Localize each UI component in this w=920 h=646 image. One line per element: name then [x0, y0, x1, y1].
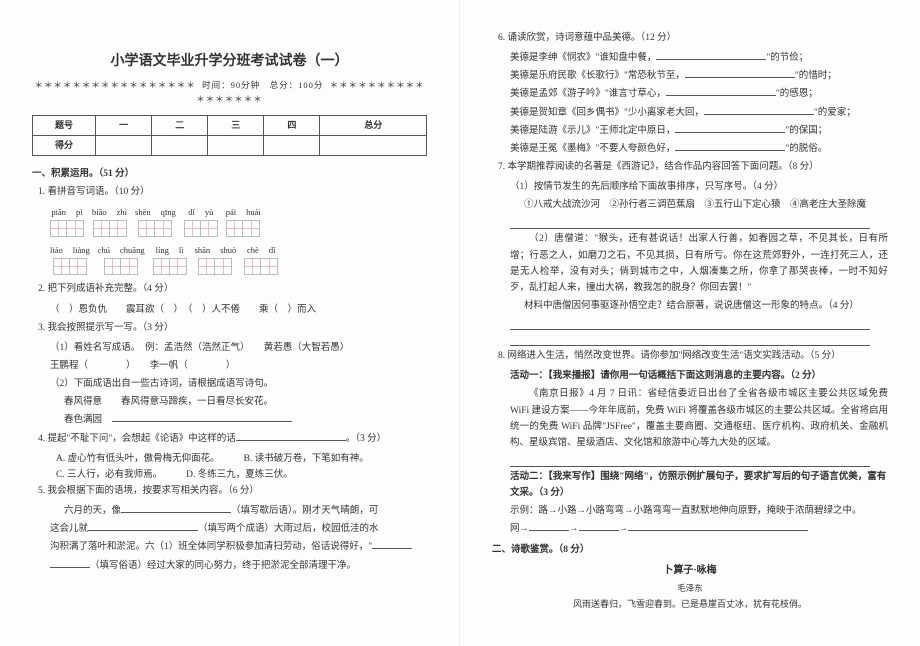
table-row: 得分: [33, 135, 427, 155]
q6-l3: 美德是贺知章《回乡偶书》"少小离家老大回，"的爱家；: [510, 105, 888, 121]
subtitle: ＊＊＊＊＊＊＊＊＊＊＊＊＊＊＊＊＊ 时间：90分钟 总分：100分 ＊＊＊＊＊＊…: [32, 78, 427, 107]
q4-label: 4. 提起"不耻下问"，会想起《论语》中这样的话。（3 分）: [38, 431, 427, 447]
q3-s2-l1: 春风得意 春风得意马蹄疾，一日看尽长安花。: [64, 394, 427, 410]
q6-l0: 美德是李绅《悯农》"谁知盘中餐，"的节俭；: [510, 50, 888, 66]
q7-s2-q: 材料中唐僧因何事驱逐孙悟空走？结合原著，说说唐僧这一形象的特点。（4 分）: [524, 298, 888, 314]
q8-a1-label: 活动一：【我来播报】请你用一句话概括下面这则消息的主要内容。（2 分）: [510, 368, 888, 384]
q8-a1-body: 《南京日报》4 月 7 日讯：省经信委近日出台了全省各级市城区主要公共区域免费 …: [510, 386, 888, 451]
q8-a2-label: 活动二：【我来写作】围绕"网络"，仿照示例扩展句子，要求扩写后的句子语言优美，富…: [510, 469, 888, 501]
q3-s1: （1）看姓名写成语。 例：孟浩然（浩然正气） 黄若愚（大智若愚）: [50, 340, 427, 356]
q3-s2-label: （2）下面成语出自一些古诗词，请根据成语写诗句。: [50, 376, 427, 392]
pinyin-row-2: liáoliàng chúchuāng línglì shānshuò chèd…: [50, 243, 427, 275]
poem-title: 卜算子·咏梅: [492, 562, 888, 579]
q4-opts: A. 虚心竹有低头叶，傲骨梅无仰面花。B. 读书破万卷，下笔如有神。 C. 三人…: [56, 451, 427, 483]
q1-label: 1. 看拼音写词语。（10 分）: [38, 184, 427, 200]
q5-l3: 沟积满了落叶和淤泥。六（1）班全体同学积极参加清扫劳动，俗话说得好，": [50, 539, 427, 555]
q5-l2: 这会儿就（填写两个成语）大雨过后，校园低洼的水: [50, 521, 427, 537]
q7-s1: （1）按情节发生的先后顺序给下面故事排序，只写序号。（4 分）: [510, 179, 888, 195]
q5-l1: 六月的天，像（填写歇后语）。刚才天气晴朗，可: [64, 503, 427, 519]
pinyin-row-1: piānpì biāozhì shēnqīng dǐyù páihuái: [50, 205, 427, 237]
q6-l2: 美德是孟郊《游子吟》"谁言寸草心，"的感恩；: [510, 86, 888, 102]
q7-label: 7. 本学期推荐阅读的名著是《西游记》，结合作品内容回答下面问题。（8 分）: [498, 159, 888, 175]
q7-s2-pre: （2）唐僧道："猴头，还有甚说话！出家人行善，如春园之草，不见其长，日有所增；行…: [510, 231, 888, 296]
section-1-head: 一、积累运用。（51 分）: [32, 166, 427, 182]
answer-line: [510, 455, 870, 467]
poem-author: 毛泽东: [492, 581, 888, 595]
q8-a2-blank: 网→→→: [510, 521, 888, 537]
q6-l4: 美德是陆游《示儿》"王师北定中原日，"的保国；: [510, 123, 888, 139]
q2-label: 2. 把下列成语补充完整。（4 分）: [38, 281, 427, 297]
answer-line: [510, 318, 870, 330]
q6-l5: 美德是王冕《墨梅》"不要人夸颜色好，"的脱俗。: [510, 141, 888, 157]
q5-label: 5. 我会根据下面的语境，按要求写相关内容。（6 分）: [38, 483, 427, 499]
answer-line: [510, 217, 870, 229]
score-table: 题号 一 二 三 四 总分 得分: [32, 115, 427, 157]
q8-label: 8. 网络进入生活，悄然改变世界。请你参加"网络改变生活"语文实践活动。（5 分…: [498, 348, 888, 364]
section-2-head: 二、诗歌鉴赏。（8 分）: [492, 542, 888, 558]
answer-line: [510, 334, 870, 346]
q2-line: （ ）恩负仇 震耳欲（ ） （ ）人不倦 乘（ ）而入: [50, 302, 427, 318]
q6-label: 6. 诵读欣赏，诗词意蕴中品美德。（12 分）: [498, 30, 888, 46]
exam-title: 小学语文毕业升学分班考试试卷（一）: [32, 50, 427, 74]
q3-label: 3. 我会按照提示写一写。（3 分）: [38, 320, 427, 336]
table-row: 题号 一 二 三 四 总分: [33, 115, 427, 135]
q5-l4: （填写俗语）经过大家的同心努力，终于把淤泥全部清理干净。: [50, 558, 427, 574]
q8-a2-ex: 示例：路→小路→小路弯弯→小路弯弯一直默默地伸向原野，掩映于浓荫碧绿之中。: [510, 503, 888, 519]
page-right: 6. 诵读欣赏，诗词意蕴中品美德。（12 分） 美德是李绅《悯农》"谁知盘中餐，…: [460, 0, 920, 646]
q3-s1-names: 王鹏程（ ） 李一帆（ ）: [50, 358, 427, 374]
q3-s2-l2: 春色满园: [64, 412, 427, 428]
q7-s1-items: ①八戒大战流沙河 ②孙行者三调芭蕉扇 ③五行山下定心猿 ④高老庄大圣除魔: [524, 197, 888, 213]
q6-l1: 美德是乐府民歌《长歌行》"常恐秋节至，"的惜时；: [510, 68, 888, 84]
poem-line: 风雨送春归，飞雪迎春到。已是悬崖百丈冰，犹有花枝俏。: [492, 597, 888, 612]
page-left: 小学语文毕业升学分班考试试卷（一） ＊＊＊＊＊＊＊＊＊＊＊＊＊＊＊＊＊ 时间：9…: [0, 0, 460, 646]
